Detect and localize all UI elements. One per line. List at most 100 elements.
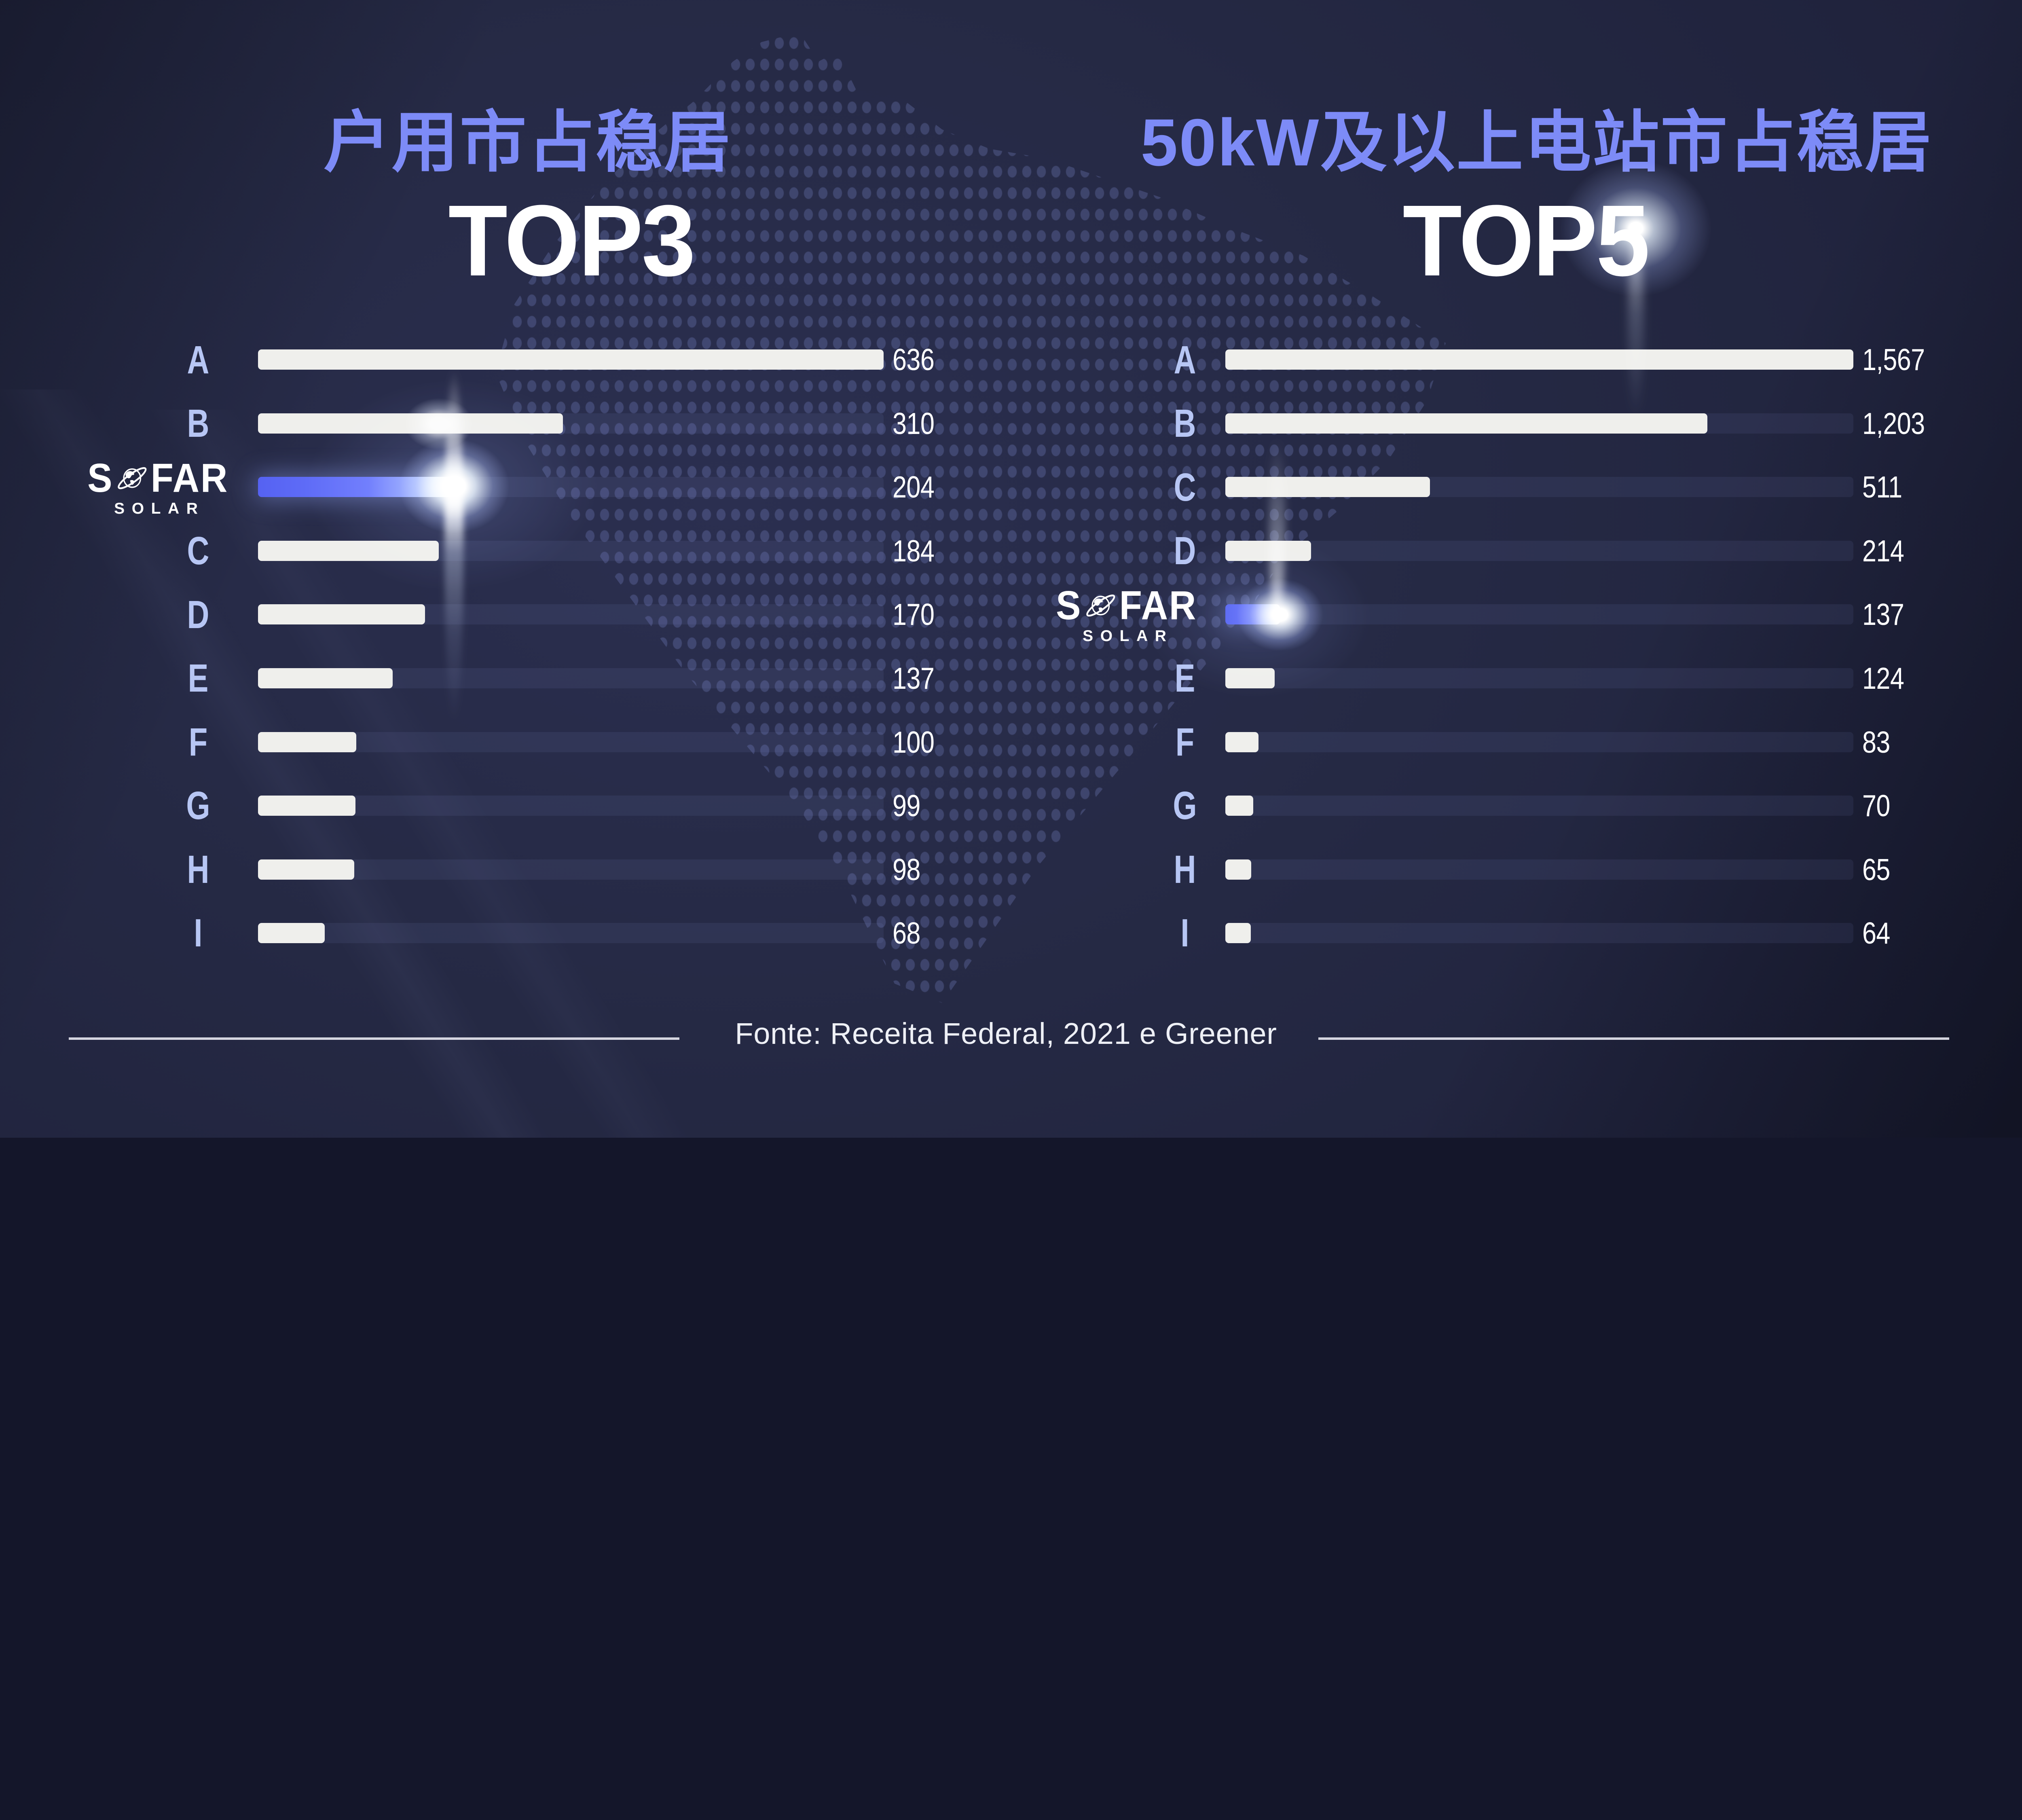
bar-track [258, 477, 884, 497]
footer-divider-left [69, 1037, 679, 1040]
row-label-logo: S FAR SOLAR [87, 458, 235, 516]
infographic-canvas: 户用市占稳居 TOP3 50kW及以上电站市占稳居 TOP5 A 636 B 310 S… [0, 0, 2022, 1138]
globe-orbit-icon [117, 467, 146, 489]
bar-value: 184 [893, 533, 935, 568]
bar-row: C 184 [162, 519, 942, 583]
source-note: Fonte: Receita Federal, 2021 e Greener [735, 1016, 1277, 1050]
row-label: H [1174, 847, 1196, 891]
bar-row: S FAR SOLAR 137 [1056, 583, 1941, 647]
bar-row: E 137 [162, 646, 942, 710]
bar-value: 511 [1862, 470, 1902, 504]
bar-rows: A 636 B 310 S FAR SOLAR 204 C 184 D 170 E 137 F 100 G 99 H… [87, 328, 942, 965]
bar-fill [1225, 413, 1707, 434]
bar-fill [258, 732, 357, 752]
row-label: E [188, 656, 209, 700]
logo-text: S [1055, 582, 1082, 628]
bar-track [1225, 604, 1853, 625]
bar-row: B 1,203 [1151, 392, 1941, 455]
bar-value: 99 [893, 789, 920, 823]
chart-household-top3: A 636 B 310 S FAR SOLAR 204 C 184 D 170 E 137 F 100 G 99 H… [87, 328, 942, 965]
bar-fill-highlight [258, 477, 459, 497]
bar-track [258, 668, 884, 688]
bar-fill [1225, 923, 1251, 944]
row-label: I [194, 911, 203, 955]
bar-row: D 214 [1151, 519, 1941, 583]
bar-fill-highlight [1225, 604, 1280, 625]
bar-row: F 83 [1151, 710, 1941, 774]
row-label: E [1174, 656, 1195, 700]
bar-value: 100 [893, 725, 935, 759]
bar-track [258, 540, 884, 561]
footer-divider-right [1318, 1037, 1949, 1040]
bar-row: C 511 [1151, 455, 1941, 519]
bar-value: 310 [893, 406, 935, 440]
bar-row: B 310 [162, 392, 942, 455]
sofar-solar-logo: S FAR SOLAR [81, 458, 235, 516]
bar-row: G 99 [162, 774, 942, 838]
bar-track [1225, 349, 1853, 370]
row-label: F [188, 720, 208, 764]
row-label: G [1173, 783, 1197, 828]
row-label: F [1175, 720, 1195, 764]
bar-value: 98 [893, 852, 920, 887]
sofar-solar-logo: S FAR SOLAR [1050, 585, 1203, 644]
row-label: A [1174, 337, 1196, 382]
bar-track [258, 604, 884, 625]
bar-value: 65 [1862, 852, 1890, 887]
bar-row: H 98 [162, 838, 942, 902]
bar-row: I 64 [1151, 901, 1941, 965]
chart-50kw-top5: A 1,567 B 1,203 C 511 D 214 S FAR SOLAR 137 E 124 F 83 G… [1056, 328, 1941, 965]
bar-track [1225, 477, 1853, 497]
right-chart-title: 50kW及以上电站市占稳居 [1140, 105, 1933, 180]
row-label: A [187, 337, 209, 382]
row-label: I [1180, 911, 1189, 955]
bar-track [1225, 668, 1853, 688]
bar-value: 170 [893, 597, 935, 632]
bar-fill [1225, 349, 1853, 370]
bar-fill [1225, 859, 1251, 880]
bar-track [258, 859, 884, 880]
row-label: D [1174, 529, 1196, 573]
bar-row: S FAR SOLAR 204 [87, 455, 942, 519]
bar-value: 70 [1862, 789, 1890, 823]
bar-row: G 70 [1151, 774, 1941, 838]
bar-value: 124 [1862, 661, 1904, 695]
bar-fill [1225, 540, 1311, 561]
bar-row: H 65 [1151, 838, 1941, 902]
bar-value: 83 [1862, 725, 1890, 759]
bar-track [1225, 923, 1853, 944]
logo-text: FAR [150, 455, 228, 501]
row-label: B [1174, 401, 1196, 446]
bar-row: A 636 [162, 328, 942, 392]
left-chart-title: 户用市占稳居 [324, 105, 732, 180]
bar-row: A 1,567 [1151, 328, 1941, 392]
bar-fill [258, 923, 325, 944]
logo-subtitle: SOLAR [1083, 627, 1174, 645]
bar-value: 204 [893, 470, 935, 504]
bar-track [258, 796, 884, 816]
bar-fill [258, 540, 439, 561]
bar-track [1225, 732, 1853, 752]
bar-fill [1225, 732, 1258, 752]
bar-fill [258, 349, 884, 370]
row-label-logo: S FAR SOLAR [1056, 585, 1219, 644]
bar-fill [258, 796, 355, 816]
bar-value: 68 [893, 916, 920, 950]
row-label: C [1174, 465, 1196, 509]
right-chart-rank: TOP5 [1402, 184, 1650, 297]
bar-track [1225, 540, 1853, 561]
bar-fill [1225, 668, 1275, 688]
bar-row: F 100 [162, 710, 942, 774]
bar-track [1225, 859, 1853, 880]
row-label: D [187, 592, 209, 637]
bar-track [258, 923, 884, 944]
row-label: G [186, 783, 210, 828]
bar-track [1225, 413, 1853, 434]
bar-track [258, 732, 884, 752]
bar-fill [258, 668, 393, 688]
bar-value: 137 [893, 661, 935, 695]
logo-text: FAR [1119, 582, 1197, 628]
bar-row: I 68 [162, 901, 942, 965]
logo-text: S [87, 455, 114, 501]
bar-value: 1,203 [1862, 406, 1925, 440]
